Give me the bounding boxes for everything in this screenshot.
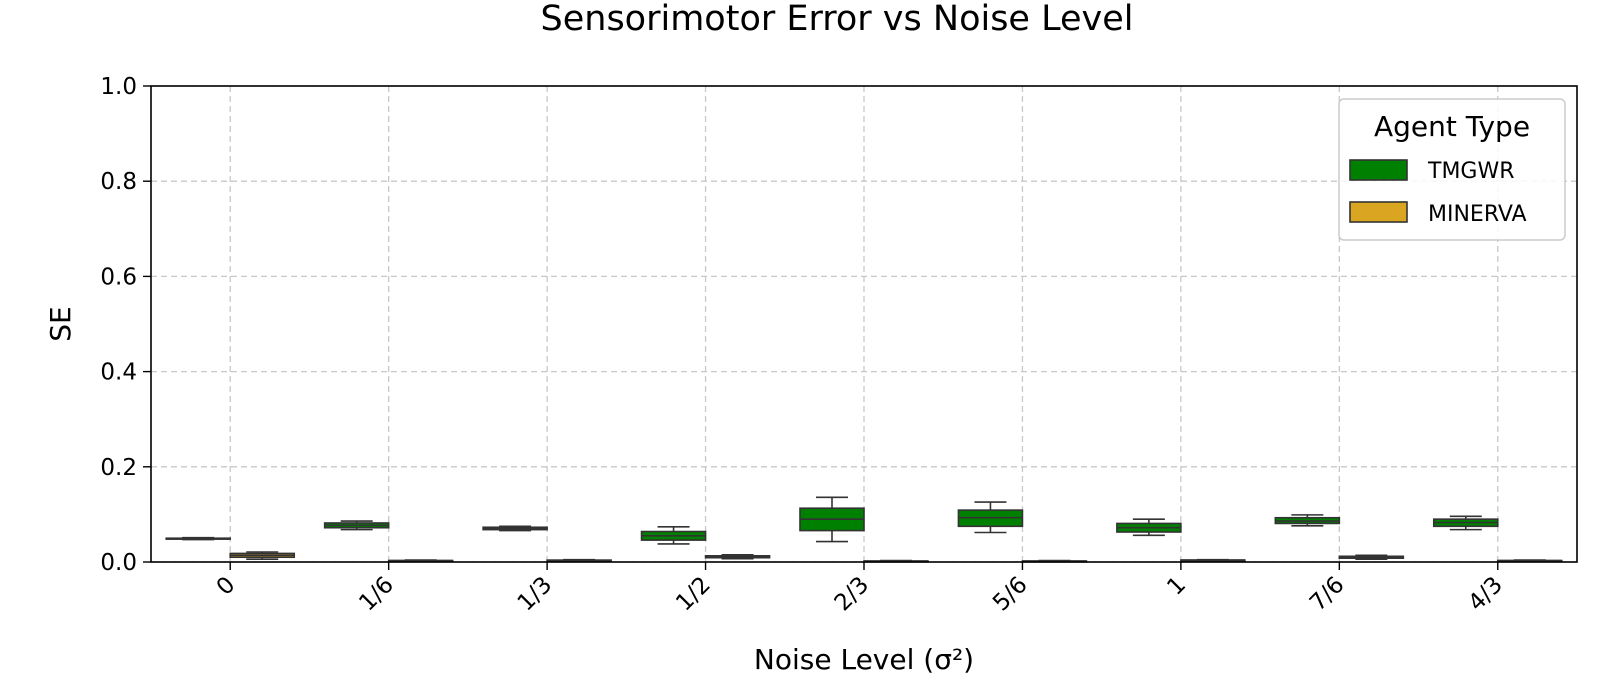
box-tmgwr (799, 496, 865, 543)
box-tmgwr (957, 501, 1024, 534)
x-axis-label: Noise Level (σ²) (754, 643, 974, 676)
box-minerva (704, 554, 771, 560)
legend-title: Agent Type (1374, 110, 1530, 143)
box-tmgwr (323, 520, 390, 531)
y-tick-label: 0.6 (100, 264, 137, 290)
x-axis-ticks: 0 1/6 1/3 1/2 2/3 5/6 1 7/6 4/3 (212, 562, 1508, 616)
box-tmgwr (482, 525, 548, 532)
x-tick-label: 2/3 (830, 572, 875, 617)
box-tmgwr (1116, 518, 1182, 537)
box-tmgwr (1274, 514, 1341, 527)
legend-swatch-minerva (1349, 201, 1408, 223)
x-tick-label: 0 (212, 572, 241, 601)
box-minerva (1180, 558, 1246, 562)
legend-label-minerva: MINERVA (1428, 202, 1527, 227)
legend: Agent Type TMGWR MINERVA (1338, 98, 1566, 241)
y-tick-label: 0.8 (100, 169, 137, 195)
box-tmgwr (1432, 515, 1499, 531)
y-tick-label: 1.0 (100, 74, 137, 100)
x-tick-label: 1 (1162, 572, 1191, 601)
box-tmgwr (165, 536, 232, 541)
legend-swatch-tmgwr (1349, 159, 1408, 181)
x-tick-label: 1/6 (354, 572, 399, 617)
x-tick-label: 5/6 (988, 572, 1033, 617)
chart-title: Sensorimotor Error vs Noise Level (541, 0, 1134, 39)
y-tick-label: 0.0 (100, 550, 137, 576)
y-axis-ticks: 0.0 0.2 0.4 0.6 0.8 1.0 (100, 74, 151, 576)
y-tick-label: 0.2 (100, 455, 137, 481)
box-tmgwr (640, 525, 707, 545)
x-tick-label: 1/2 (671, 572, 716, 617)
y-axis-label: SE (44, 306, 77, 341)
x-tick-label: 1/3 (513, 572, 558, 617)
box-minerva (229, 551, 296, 560)
x-tick-label: 4/3 (1463, 572, 1508, 617)
box-minerva (546, 558, 612, 562)
box-minerva (1338, 554, 1405, 560)
x-tick-label: 7/6 (1305, 572, 1350, 617)
legend-label-tmgwr: TMGWR (1427, 159, 1515, 184)
y-tick-label: 0.4 (100, 360, 137, 386)
